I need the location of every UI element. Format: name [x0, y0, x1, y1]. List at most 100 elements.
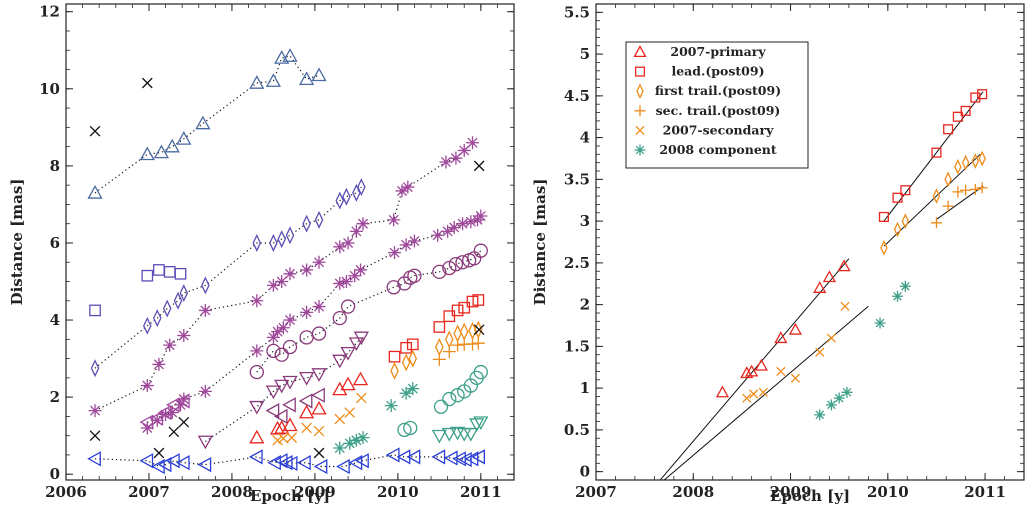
data-point	[451, 304, 464, 317]
data-point	[748, 389, 759, 399]
legend-entry: 2007-secondary	[635, 122, 774, 137]
y-tick-label: 4.5	[564, 87, 590, 105]
data-point	[286, 432, 297, 443]
data-point	[466, 337, 480, 351]
data-point	[340, 299, 356, 314]
data-point	[442, 345, 456, 359]
data-point	[175, 393, 190, 409]
data-point	[153, 144, 170, 159]
data-point	[198, 384, 212, 398]
left-x-axis-label: Epoch [y]	[250, 487, 330, 505]
data-point	[458, 451, 472, 468]
data-point	[313, 425, 325, 437]
data-point	[177, 392, 191, 406]
fit-line	[936, 185, 984, 220]
data-point	[274, 379, 290, 394]
data-point	[282, 417, 298, 432]
left-panel: 0 2 4 6 8 10 12 2006 2007 2008 2009 2010 2011 Epoch …	[8, 3, 515, 505]
data-point	[399, 386, 413, 400]
x-tick-label: 2009	[294, 483, 336, 501]
data-point	[335, 191, 345, 210]
data-point	[774, 331, 788, 344]
data-point	[833, 392, 845, 404]
data-point	[149, 410, 164, 426]
data-point	[249, 429, 265, 444]
data-point	[250, 344, 264, 358]
data-point	[176, 131, 192, 145]
data-point	[401, 353, 411, 372]
data-point	[297, 455, 311, 471]
y-tick-label: 1.5	[564, 337, 590, 355]
data-point	[473, 243, 488, 258]
legend: 2007-primary lead.(post09) first trail.(po…	[625, 41, 809, 169]
data-point	[153, 447, 165, 459]
data-point	[313, 458, 328, 475]
data-point	[439, 155, 453, 169]
right-axis-ticks: 0 0.5 1 1.5 2 2.5 3 3.5 4 4.5 5 5.5 2007 2008 2009 2010…	[564, 3, 1024, 501]
data-point	[173, 398, 187, 412]
legend-entry: lead.(post09)	[634, 64, 765, 79]
data-point	[198, 303, 212, 317]
x-tick-label: 2007	[575, 483, 617, 501]
data-point	[201, 276, 210, 295]
data-point	[311, 400, 327, 415]
data-point	[385, 447, 400, 463]
data-point	[387, 213, 401, 227]
data-point	[285, 226, 295, 245]
data-point	[312, 255, 326, 269]
data-point	[283, 455, 298, 472]
data-point	[473, 160, 485, 172]
data-point	[745, 364, 759, 377]
data-point	[813, 281, 827, 293]
data-point	[978, 150, 986, 167]
data-point	[408, 349, 418, 368]
data-point	[451, 338, 465, 352]
data-point	[89, 125, 101, 137]
data-point	[473, 364, 488, 380]
data-point	[931, 147, 942, 158]
data-point	[299, 330, 314, 345]
data-point	[163, 266, 176, 278]
data-point	[311, 387, 325, 403]
series-connector	[94, 142, 473, 412]
data-point	[952, 186, 964, 198]
data-point	[314, 210, 324, 229]
data-point	[790, 373, 800, 383]
x-tick-label: 2006	[45, 483, 87, 501]
data-point	[353, 331, 369, 346]
data-point	[266, 330, 280, 344]
data-point	[249, 75, 265, 89]
data-point	[151, 458, 165, 475]
legend-marker	[634, 144, 646, 156]
data-point	[971, 153, 980, 169]
data-point	[140, 421, 154, 435]
data-point	[880, 240, 888, 256]
y-tick-label: 2.5	[564, 254, 590, 272]
data-point	[153, 264, 165, 276]
data-point	[474, 209, 488, 223]
data-point	[157, 456, 172, 473]
legend-label: lead.(post09)	[671, 64, 764, 79]
data-point	[384, 399, 398, 413]
data-point	[333, 276, 347, 290]
data-point	[930, 217, 942, 229]
data-point	[433, 321, 446, 333]
data-point	[466, 136, 480, 150]
data-point	[343, 436, 357, 450]
data-point	[356, 392, 367, 404]
y-tick-label: 2	[580, 296, 590, 314]
data-point	[311, 67, 327, 82]
data-point	[401, 180, 415, 194]
legend-entry: first trail.(post09)	[636, 83, 781, 100]
data-point	[960, 105, 971, 116]
series-connector	[146, 215, 482, 429]
data-point	[457, 143, 471, 157]
y-tick-label: 5.5	[564, 3, 590, 21]
data-point	[837, 259, 851, 272]
data-point	[152, 357, 166, 371]
y-tick-label: 10	[39, 80, 60, 98]
data-point	[892, 192, 903, 203]
data-point	[348, 337, 364, 352]
y-tick-label: 4	[580, 129, 590, 147]
data-point	[395, 184, 409, 198]
